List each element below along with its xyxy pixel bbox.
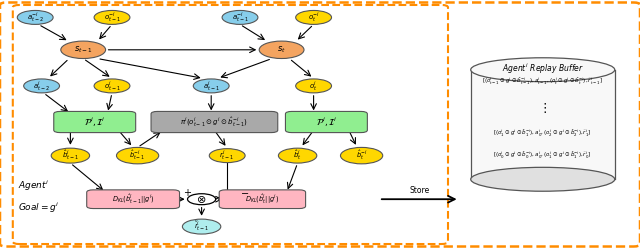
Circle shape	[340, 147, 383, 164]
Circle shape	[209, 149, 245, 163]
Circle shape	[24, 79, 60, 93]
Circle shape	[296, 10, 332, 24]
Text: $\tilde{r}_{t-1}^{i}$: $\tilde{r}_{t-1}^{i}$	[194, 220, 209, 233]
FancyBboxPatch shape	[219, 190, 306, 209]
Text: $D_{KL}(\hat{b}_t^i||g^i)$: $D_{KL}(\hat{b}_t^i||g^i)$	[245, 192, 280, 206]
Circle shape	[259, 41, 304, 59]
Circle shape	[222, 10, 258, 24]
Text: $\hat{b}_{t-1}^{i}$: $\hat{b}_{t-1}^{i}$	[62, 149, 79, 162]
Text: $a_{t-1}^{i}$: $a_{t-1}^{i}$	[203, 79, 220, 93]
Text: $r_{t-1}^{i}$: $r_{t-1}^{i}$	[220, 149, 235, 162]
Text: $\pi^i(o_{t-1}^i \odot g^i \odot \hat{b}_{t-1}^{-i})$: $\pi^i(o_{t-1}^i \odot g^i \odot \hat{b}…	[180, 115, 248, 129]
Text: $Agent^i$: $Agent^i$	[18, 178, 49, 193]
Text: $\vdots$: $\vdots$	[538, 101, 547, 115]
Text: $o_t^{i}$: $o_t^{i}$	[309, 79, 318, 93]
Ellipse shape	[471, 167, 615, 191]
FancyBboxPatch shape	[86, 190, 179, 209]
Text: $\mathcal{P}^i, \mathcal{I}^i$: $\mathcal{P}^i, \mathcal{I}^i$	[316, 115, 337, 129]
Circle shape	[296, 79, 332, 93]
FancyBboxPatch shape	[151, 112, 278, 132]
Text: $\hat{b}_t^{-i}$: $\hat{b}_t^{-i}$	[356, 149, 367, 162]
Circle shape	[116, 147, 159, 164]
Text: $\otimes$: $\otimes$	[196, 194, 207, 205]
Text: $s_{t-1}$: $s_{t-1}$	[74, 45, 93, 55]
Circle shape	[51, 148, 90, 163]
Text: Store: Store	[409, 186, 429, 195]
Text: $\hat{b}_{t-1}^{-i}$: $\hat{b}_{t-1}^{-i}$	[129, 149, 146, 162]
Circle shape	[193, 79, 229, 93]
Text: $o_{t-1}^{i}$: $o_{t-1}^{i}$	[104, 79, 120, 93]
Text: $[(o_0^i \odot g^i \odot \hat{b}_0^{-i}), a_0^i, (o_1^i \odot g^i \odot \hat{b}_: $[(o_0^i \odot g^i \odot \hat{b}_0^{-i})…	[493, 150, 592, 161]
Text: $[(o_1^i \odot g^i \odot \hat{b}_1^{-i}), a_0^i, (o_2^i \odot g^i \odot \hat{b}_: $[(o_1^i \odot g^i \odot \hat{b}_1^{-i})…	[493, 128, 592, 139]
Circle shape	[188, 194, 216, 205]
Text: $Agent^i$ Replay Buffer: $Agent^i$ Replay Buffer	[502, 61, 584, 76]
Text: $a_{t-2}^{-i}$: $a_{t-2}^{-i}$	[27, 11, 44, 24]
Circle shape	[278, 148, 317, 163]
Ellipse shape	[471, 58, 615, 82]
Text: $+$: $+$	[183, 187, 192, 198]
Text: $\hat{b}_t^{i}$: $\hat{b}_t^{i}$	[293, 149, 302, 162]
Text: $-$: $-$	[240, 187, 249, 197]
Text: $o_t^{-i}$: $o_t^{-i}$	[308, 11, 319, 24]
Text: $s_t$: $s_t$	[277, 45, 286, 55]
Text: $a_{t-1}^{-i}$: $a_{t-1}^{-i}$	[232, 11, 248, 24]
Text: $D_{KL}(\hat{b}_{t-1}^i||g^i)$: $D_{KL}(\hat{b}_{t-1}^i||g^i)$	[111, 192, 155, 206]
FancyBboxPatch shape	[285, 112, 367, 132]
Circle shape	[17, 10, 53, 24]
Text: $a_{t-2}^{i}$: $a_{t-2}^{i}$	[33, 79, 50, 93]
Circle shape	[182, 219, 221, 234]
Circle shape	[61, 41, 106, 59]
Text: $o_{t-1}^{-i}$: $o_{t-1}^{-i}$	[104, 11, 120, 24]
Circle shape	[94, 79, 130, 93]
Text: $[(o_{t-1}^i \odot g^i \odot \hat{b}_{t-1}^{-i}), a_{t-1}^i, (o_t^i \odot g^i \o: $[(o_{t-1}^i \odot g^i \odot \hat{b}_{t-…	[483, 75, 603, 86]
Text: $Goal = g^i$: $Goal = g^i$	[18, 201, 60, 215]
Bar	[471, 70, 615, 179]
FancyBboxPatch shape	[54, 112, 136, 132]
Circle shape	[94, 10, 130, 24]
Text: $\mathcal{P}^i, \mathcal{I}^i$: $\mathcal{P}^i, \mathcal{I}^i$	[84, 115, 106, 129]
